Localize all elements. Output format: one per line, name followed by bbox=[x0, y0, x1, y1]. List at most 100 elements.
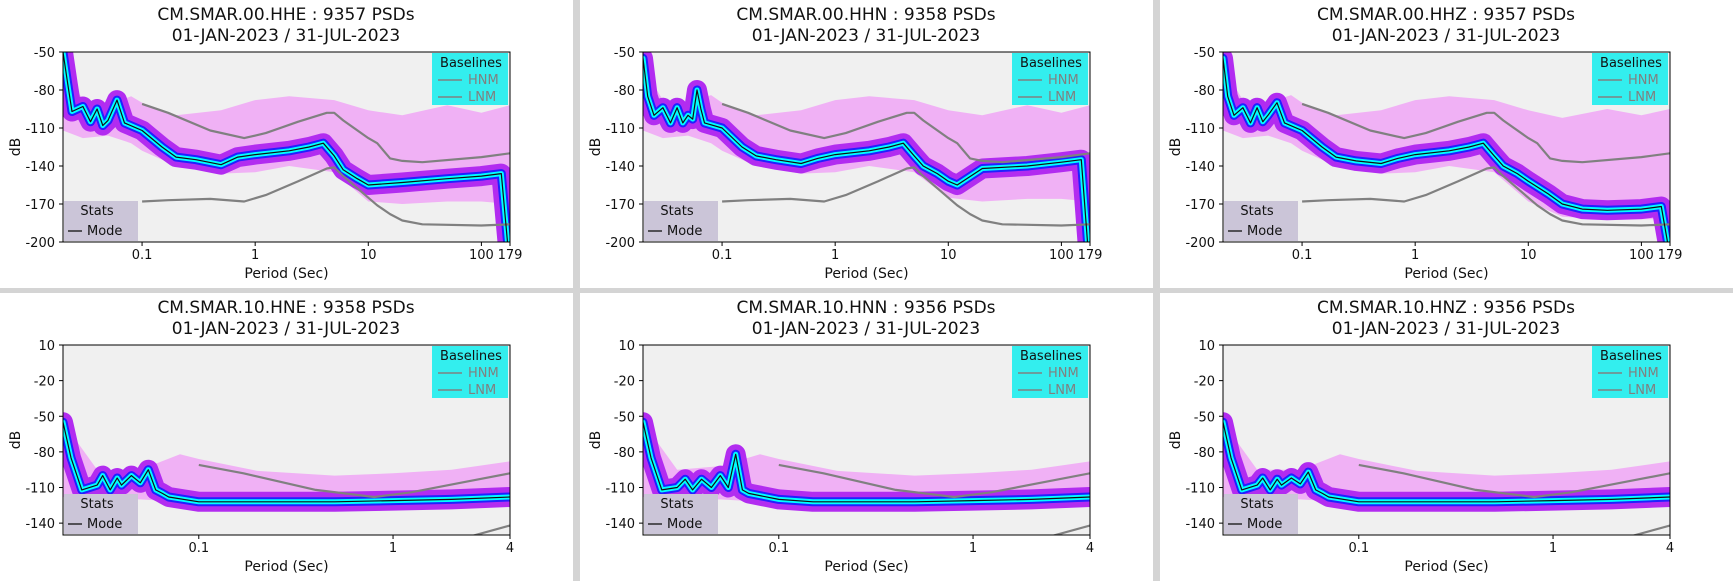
y-axis-label: dB bbox=[8, 138, 24, 157]
y-tick-label: -50 bbox=[34, 46, 55, 61]
plot-content bbox=[643, 412, 1090, 535]
y-axis-label: dB bbox=[1168, 138, 1184, 157]
baselines-legend: Baselines HNM LNM bbox=[1592, 53, 1668, 105]
chart-subtitle: 01-JAN-2023 / 31-JUL-2023 bbox=[172, 319, 400, 339]
lnm-legend-label: LNM bbox=[1048, 383, 1076, 398]
y-tick-label: -80 bbox=[614, 446, 635, 461]
x-tick-label: 0.1 bbox=[1348, 541, 1369, 556]
y-tick-label: -110 bbox=[605, 482, 635, 497]
x-axis-label: Period (Sec) bbox=[244, 559, 328, 575]
y-tick-label: -20 bbox=[1194, 375, 1215, 390]
psd-density-outer bbox=[1223, 422, 1670, 507]
y-axis-label: dB bbox=[588, 138, 604, 157]
hnm-legend-label: HNM bbox=[1048, 73, 1079, 88]
plot-content bbox=[1223, 412, 1670, 535]
baselines-legend: Baselines HNM LNM bbox=[1012, 346, 1088, 398]
stats-legend: Stats Mode bbox=[644, 494, 718, 534]
baselines-legend-title: Baselines bbox=[1600, 56, 1662, 71]
plot-content bbox=[63, 412, 510, 535]
y-tick-label: -110 bbox=[1185, 482, 1215, 497]
x-tick-label: 1 bbox=[831, 248, 839, 263]
stats-legend-title: Stats bbox=[80, 497, 113, 512]
x-tick-label: 179 bbox=[1658, 248, 1683, 263]
chart-subtitle: 01-JAN-2023 / 31-JUL-2023 bbox=[1332, 319, 1560, 339]
y-axis-label: dB bbox=[1168, 431, 1184, 450]
y-tick-label: -80 bbox=[1194, 446, 1215, 461]
stats-legend-title: Stats bbox=[660, 497, 693, 512]
stats-legend-title: Stats bbox=[660, 204, 693, 219]
mode-legend-label: Mode bbox=[1247, 517, 1282, 532]
y-tick-label: -140 bbox=[1185, 517, 1215, 532]
x-tick-label: 0.1 bbox=[1292, 248, 1313, 263]
y-tick-label: -20 bbox=[614, 375, 635, 390]
y-tick-label: -140 bbox=[605, 517, 635, 532]
x-tick-label: 1 bbox=[389, 541, 397, 556]
y-tick-label: -140 bbox=[605, 160, 635, 175]
ppsd-panel-hhz: CM.SMAR.00.HHZ : 9357 PSDs 01-JAN-2023 / … bbox=[1160, 0, 1733, 288]
lnm-line bbox=[1051, 524, 1090, 535]
lnm-legend-label: LNM bbox=[1628, 90, 1656, 105]
hnm-line bbox=[141, 102, 510, 164]
y-tick-label: -200 bbox=[1185, 236, 1215, 251]
y-axis-label: dB bbox=[588, 431, 604, 450]
chart-title: CM.SMAR.10.HNN : 9356 PSDs bbox=[736, 298, 995, 318]
lnm-legend-label: LNM bbox=[468, 383, 496, 398]
x-axis-label: Period (Sec) bbox=[824, 266, 908, 282]
lnm-line bbox=[142, 166, 510, 227]
mode-line bbox=[643, 58, 1089, 242]
y-tick-label: -170 bbox=[1185, 198, 1215, 213]
mode-line bbox=[1223, 422, 1670, 503]
y-tick-label: -80 bbox=[34, 84, 55, 99]
x-tick-label: 179 bbox=[498, 248, 523, 263]
mode-legend-label: Mode bbox=[1247, 224, 1282, 239]
stats-legend-box bbox=[1224, 494, 1298, 534]
y-tick-label: -50 bbox=[34, 410, 55, 425]
mode-legend-label: Mode bbox=[87, 517, 122, 532]
lnm-legend-label: LNM bbox=[468, 90, 496, 105]
stats-legend-box bbox=[644, 494, 718, 534]
stats-legend-title: Stats bbox=[1240, 497, 1273, 512]
hnm-line bbox=[778, 463, 1090, 499]
axes-frame bbox=[62, 51, 511, 243]
stats-legend-box bbox=[64, 494, 138, 534]
y-tick-label: -140 bbox=[25, 160, 55, 175]
axes-frame bbox=[1222, 344, 1671, 536]
x-tick-label: 4 bbox=[1086, 541, 1094, 556]
chart-title: CM.SMAR.00.HHN : 9358 PSDs bbox=[736, 5, 995, 25]
x-axis-label: Period (Sec) bbox=[1404, 559, 1488, 575]
y-tick-label: 10 bbox=[618, 339, 635, 354]
y-tick-label: -50 bbox=[1194, 410, 1215, 425]
y-tick-label: -110 bbox=[25, 122, 55, 137]
x-axis-label: Period (Sec) bbox=[1404, 266, 1488, 282]
chart-title: CM.SMAR.00.HHZ : 9357 PSDs bbox=[1317, 5, 1575, 25]
x-tick-label: 4 bbox=[506, 541, 514, 556]
ppsd-panel-hnz: CM.SMAR.10.HNZ : 9356 PSDs 01-JAN-2023 / … bbox=[1160, 293, 1733, 581]
hnm-legend-label: HNM bbox=[468, 366, 499, 381]
baselines-legend-title: Baselines bbox=[1020, 349, 1082, 364]
stats-legend: Stats Mode bbox=[64, 494, 138, 534]
lnm-line bbox=[722, 166, 1090, 227]
psd-density-outer bbox=[63, 422, 510, 507]
x-tick-label: 0.1 bbox=[132, 248, 153, 263]
y-tick-label: -110 bbox=[25, 482, 55, 497]
y-tick-label: 10 bbox=[38, 339, 55, 354]
y-tick-label: -80 bbox=[614, 84, 635, 99]
x-tick-label: 100 bbox=[469, 248, 494, 263]
y-tick-label: -140 bbox=[25, 517, 55, 532]
x-tick-label: 0.1 bbox=[712, 248, 733, 263]
hnm-line bbox=[1358, 463, 1670, 499]
baselines-legend-title: Baselines bbox=[1020, 56, 1082, 71]
hnm-legend-label: HNM bbox=[1628, 366, 1659, 381]
y-tick-label: -110 bbox=[605, 122, 635, 137]
x-axis-label: Period (Sec) bbox=[824, 559, 908, 575]
stats-legend: Stats Mode bbox=[644, 201, 718, 241]
x-tick-label: 10 bbox=[360, 248, 377, 263]
x-tick-label: 1 bbox=[1411, 248, 1419, 263]
y-tick-label: -170 bbox=[25, 198, 55, 213]
baselines-legend: Baselines HNM LNM bbox=[432, 53, 508, 105]
mode-line bbox=[1223, 58, 1669, 242]
ppsd-panel-hhe: CM.SMAR.00.HHE : 9357 PSDs 01-JAN-2023 / … bbox=[0, 0, 573, 288]
